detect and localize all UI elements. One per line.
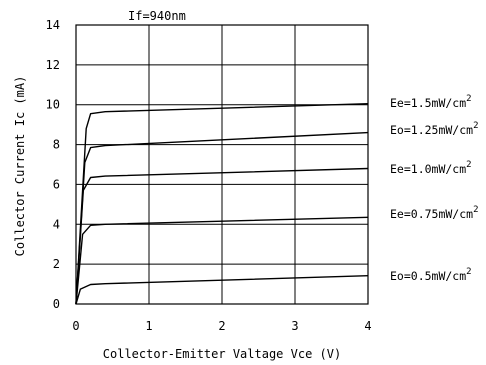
series-line-4 [75,275,369,305]
series-label-sup-2: 2 [466,160,471,170]
series-label-4: Eo=0.5mW/cm2 [390,267,472,283]
series-label-sup-0: 2 [466,94,471,104]
series-label-sup-1: 2 [473,121,478,131]
series-label-sup-3: 2 [473,205,478,215]
y-tick-label-4: 8 [53,138,60,152]
chart-title: If=940nm [128,9,186,23]
y-tick-label-7: 14 [46,18,60,32]
y-tick-label-5: 10 [46,98,60,112]
y-tick-label-1: 2 [53,257,60,271]
series-label-3: Ee=0.75mW/cm2 [390,205,479,221]
grid [75,24,369,305]
x-tick-labels: 0 1 2 3 4 [72,319,371,333]
x-tick-label-3: 3 [291,319,298,333]
y-axis-label: Collector Current Ic (mA) [13,76,27,257]
y-tick-label-2: 4 [53,217,60,231]
x-tick-label-4: 4 [364,319,371,333]
plot-frame [75,24,369,305]
x-tick-label-1: 1 [145,319,152,333]
series-line-3 [75,216,369,305]
y-tick-labels: 0 2 4 6 8 10 12 14 [46,18,60,311]
x-tick-label-0: 0 [72,319,79,333]
series-label-0: Ee=1.5mW/cm2 [390,94,472,110]
x-axis-label: Collector-Emitter Valtage Vce (V) [103,347,341,361]
series-label-sup-4: 2 [466,267,471,277]
series-label-1: Eo=1.25mW/cm2 [390,121,479,137]
series-line-2 [75,167,369,305]
series-lines [75,103,369,305]
series-label-2: Ee=1.0mW/cm2 [390,160,472,176]
series-labels: Ee=1.5mW/cm2 Eo=1.25mW/cm2 Ee=1.0mW/cm2 Ee=… [390,94,479,283]
y-tick-label-3: 6 [53,177,60,191]
x-tick-label-2: 2 [218,319,225,333]
y-tick-label-0: 0 [53,297,60,311]
y-tick-label-6: 12 [46,58,60,72]
